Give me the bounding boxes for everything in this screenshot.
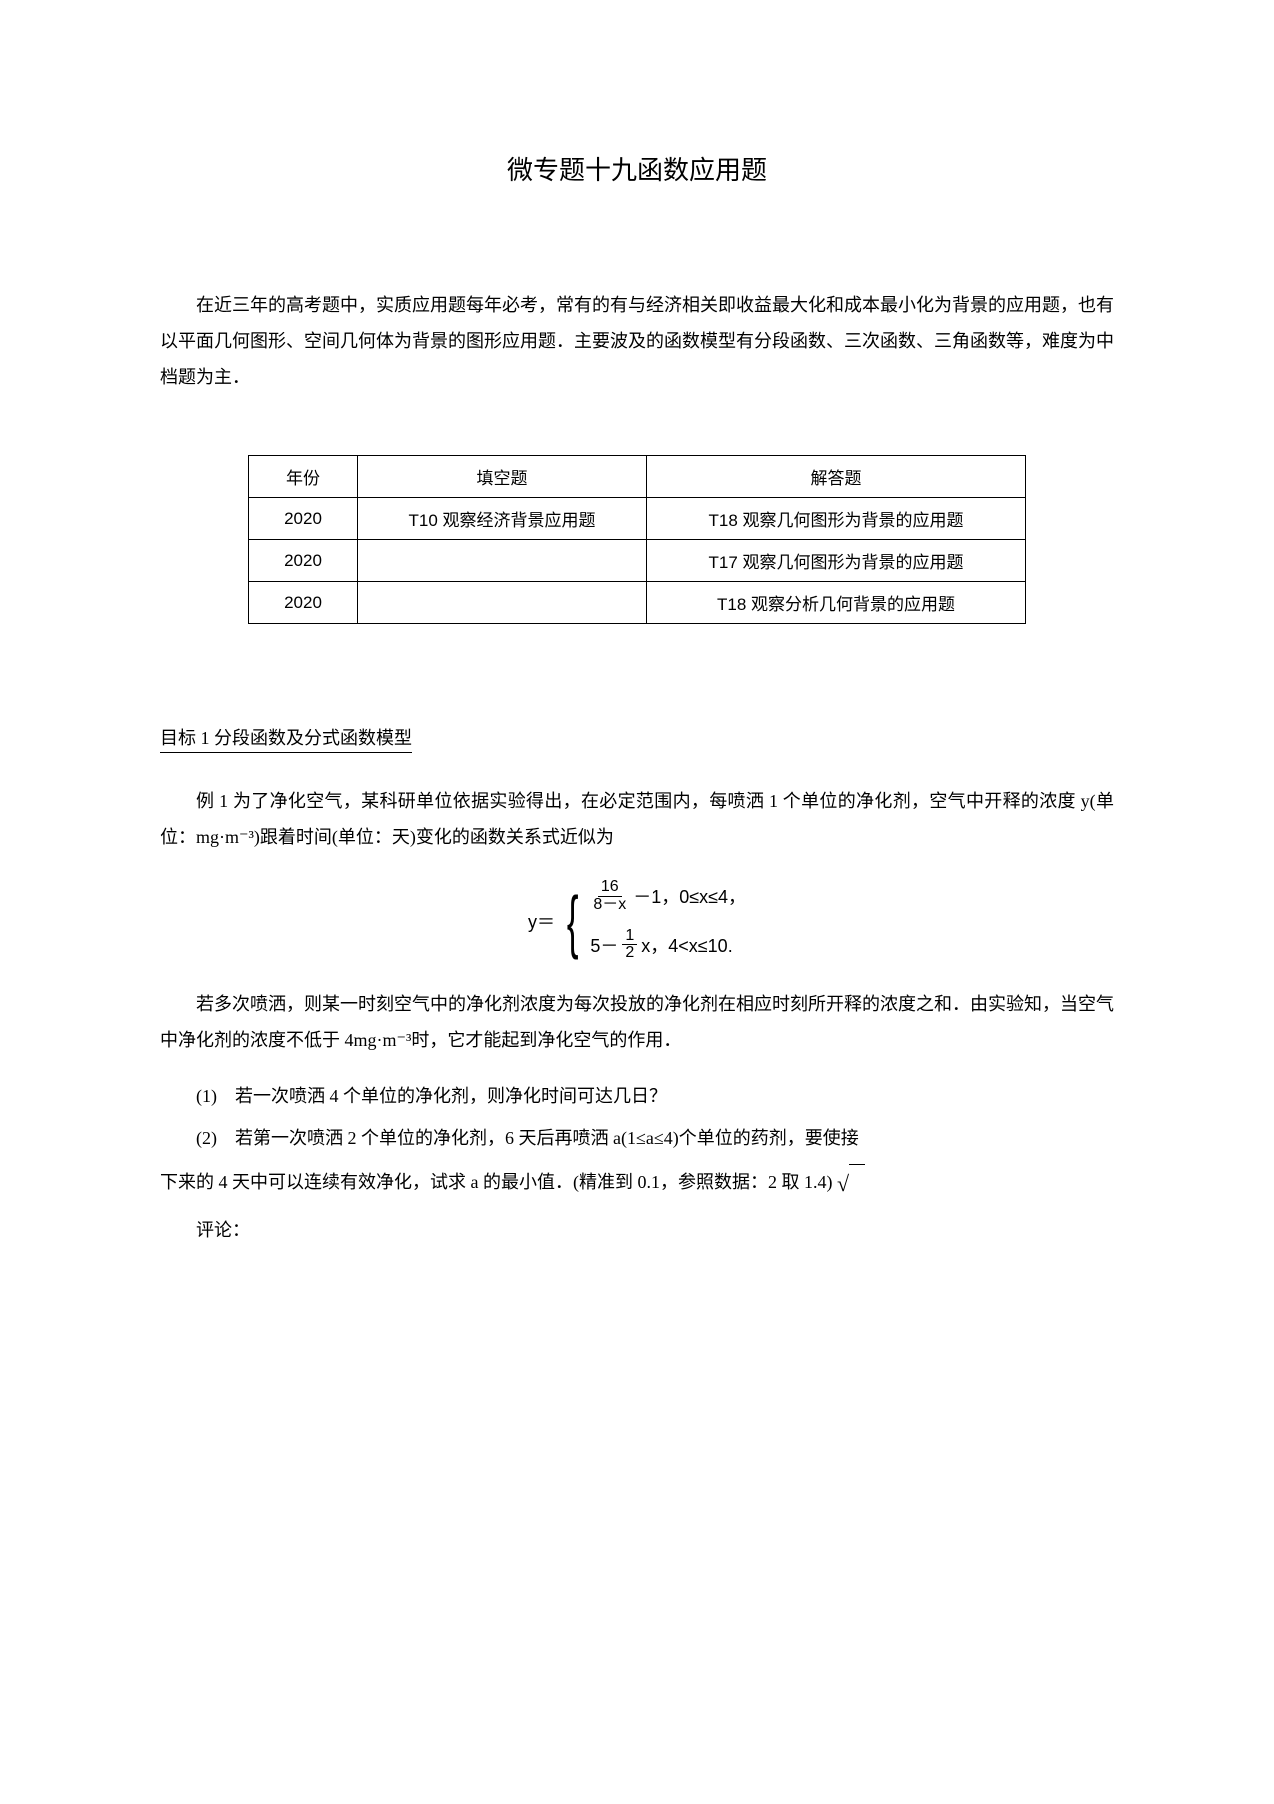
cell-solve: T18 观察分析几何背景的应用题 (647, 582, 1026, 624)
q2-cont-text: 下来的 4 天中可以连续有效净化，试求 a 的最小值．(精准到 0.1，参照数据… (160, 1172, 832, 1192)
example-intro: 例 1 为了净化空气，某科研单位依据实验得出，在必定范围内，每喷洒 1 个单位的… (160, 783, 1114, 855)
table-row: 2020 T10 观察经济背景应用题 T18 观察几何图形为背景的应用题 (249, 498, 1026, 540)
cell-fill: T10 观察经济背景应用题 (358, 498, 647, 540)
question-2: (2) 若第一次喷洒 2 个单位的净化剂，6 天后再喷洒 a(1≤a≤4)个单位… (160, 1120, 1114, 1156)
piecewise-formula: y＝ { 16 8－x －1，0≤x≤4， 5－ 1 2 x，4<x≤10. (160, 879, 1114, 962)
table-row: 2020 T17 观察几何图形为背景的应用题 (249, 540, 1026, 582)
formula-inner: y＝ { 16 8－x －1，0≤x≤4， 5－ 1 2 x，4<x≤10. (528, 879, 746, 962)
case1-tail: －1，0≤x≤4， (633, 883, 746, 909)
th-solve: 解答题 (647, 456, 1026, 498)
cell-year: 2020 (249, 540, 358, 582)
left-brace-icon: { (567, 886, 579, 956)
case-2: 5－ 1 2 x，4<x≤10. (590, 928, 746, 963)
cell-year: 2020 (249, 498, 358, 540)
section-heading: 目标 1 分段函数及分式函数模型 (160, 724, 412, 753)
question-2-continuation: 下来的 4 天中可以连续有效净化，试求 a 的最小值．(精准到 0.1，参照数据… (160, 1162, 1114, 1206)
page-title: 微专题十九函数应用题 (160, 150, 1114, 187)
case-1: 16 8－x －1，0≤x≤4， (590, 879, 746, 914)
cell-solve: T17 观察几何图形为背景的应用题 (647, 540, 1026, 582)
cell-fill (358, 540, 647, 582)
document-page: 微专题十九函数应用题 在近三年的高考题中，实质应用题每年必考，常有的有与经济相关… (0, 0, 1274, 1328)
frac2-num: 1 (622, 928, 637, 946)
th-year: 年份 (249, 456, 358, 498)
cell-fill (358, 582, 647, 624)
th-fill: 填空题 (358, 456, 647, 498)
frac1-den: 8－x (590, 897, 629, 914)
comment-label: 评论： (160, 1212, 1114, 1248)
table-row: 2020 T18 观察分析几何背景的应用题 (249, 582, 1026, 624)
case2-tail: x，4<x≤10. (641, 932, 732, 958)
case2-lead: 5－ (590, 932, 618, 958)
table-header-row: 年份 填空题 解答题 (249, 456, 1026, 498)
question-1: (1) 若一次喷洒 4 个单位的净化剂，则净化时间可达几日？ (160, 1078, 1114, 1114)
formula-cases: 16 8－x －1，0≤x≤4， 5－ 1 2 x，4<x≤10. (590, 879, 746, 962)
cell-solve: T18 观察几何图形为背景的应用题 (647, 498, 1026, 540)
after-formula-paragraph: 若多次喷洒，则某一时刻空气中的净化剂浓度为每次投放的净化剂在相应时刻所开释的浓度… (160, 986, 1114, 1058)
summary-table-wrap: 年份 填空题 解答题 2020 T10 观察经济背景应用题 T18 观察几何图形… (160, 455, 1114, 624)
intro-paragraph: 在近三年的高考题中，实质应用题每年必考，常有的有与经济相关即收益最大化和成本最小… (160, 287, 1114, 395)
sqrt-icon: √ (837, 1162, 849, 1206)
fraction-2: 1 2 (622, 928, 637, 963)
frac2-den: 2 (622, 945, 637, 962)
frac1-num: 16 (598, 879, 622, 897)
formula-lhs: y＝ (528, 908, 555, 934)
summary-table: 年份 填空题 解答题 2020 T10 观察经济背景应用题 T18 观察几何图形… (248, 455, 1026, 624)
cell-year: 2020 (249, 582, 358, 624)
fraction-1: 16 8－x (590, 879, 629, 914)
